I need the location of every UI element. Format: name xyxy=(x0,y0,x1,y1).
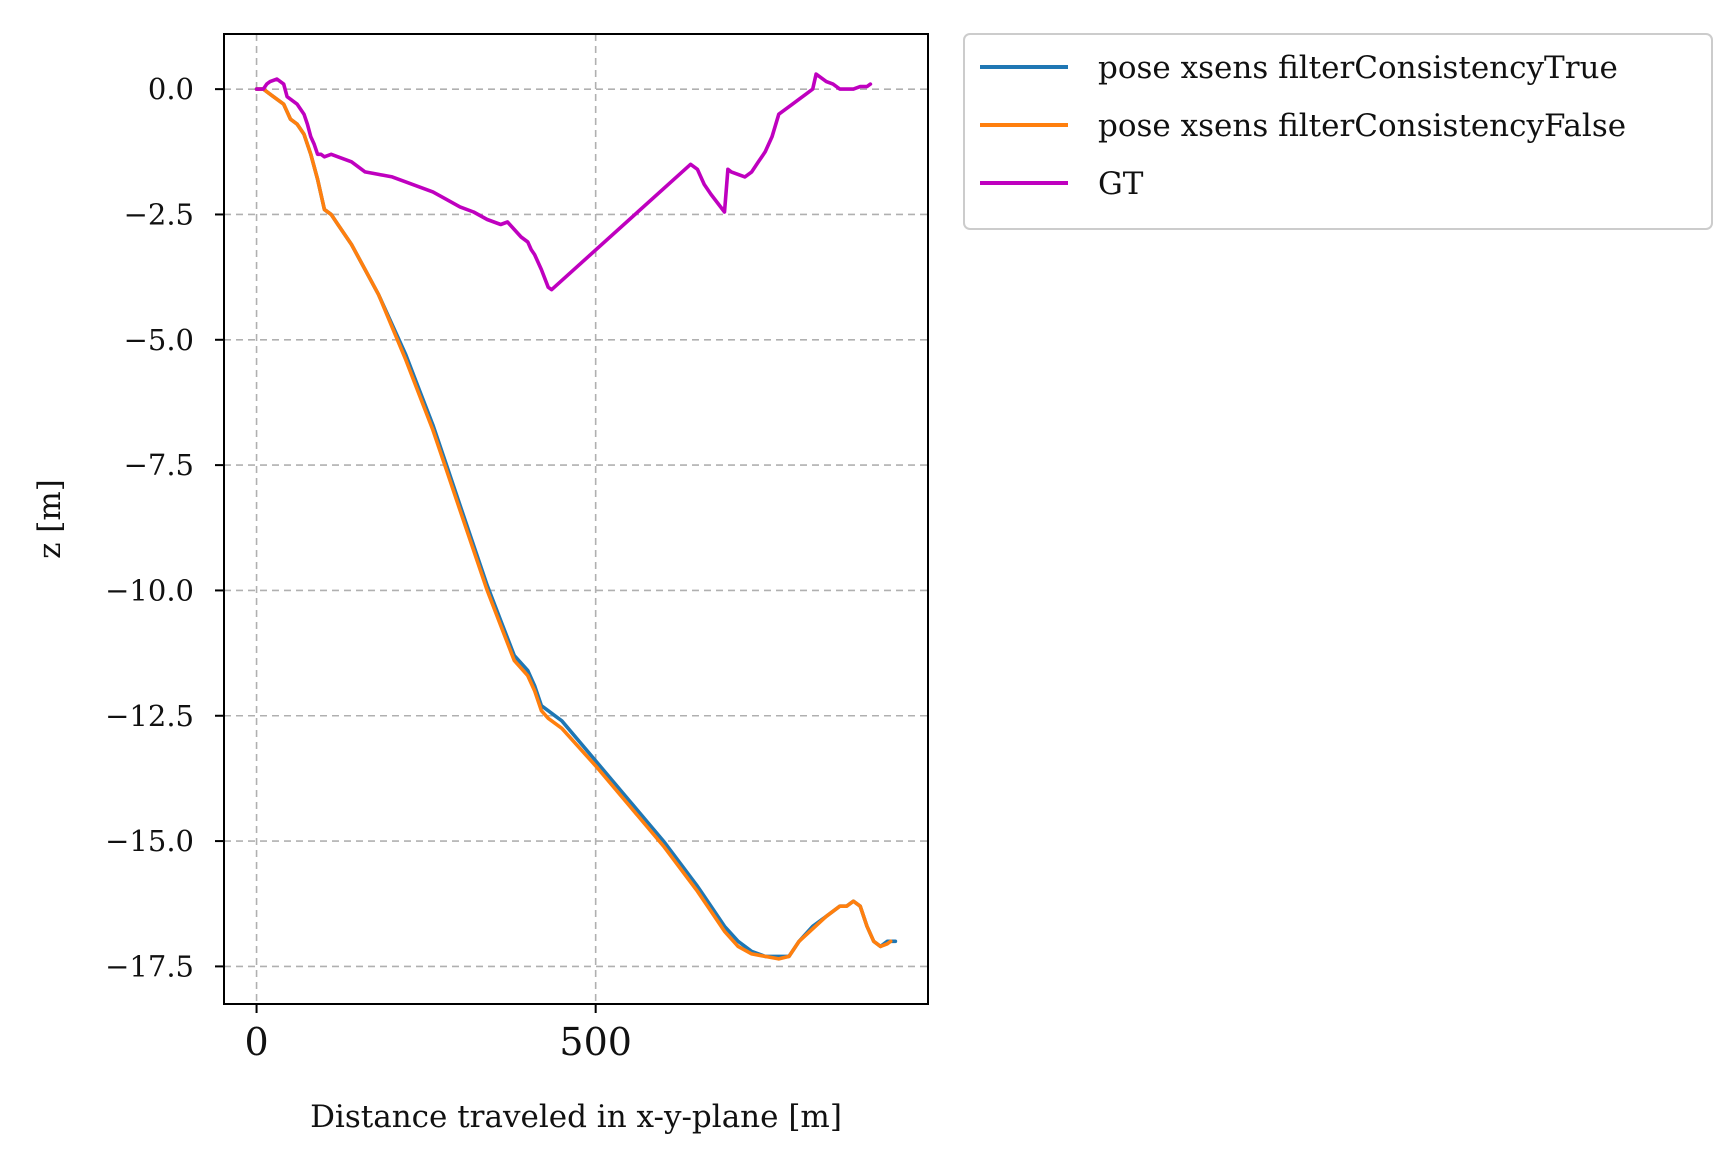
y-tick-label: −10.0 xyxy=(105,573,194,607)
y-tick-label: −15.0 xyxy=(105,824,194,858)
y-tick-label: 0.0 xyxy=(148,72,194,106)
y-tick-label: −17.5 xyxy=(105,949,194,983)
series-group xyxy=(254,72,898,961)
series-line-2 xyxy=(254,72,873,292)
legend-box xyxy=(963,33,1713,230)
y-axis-label: z [m] xyxy=(32,479,68,559)
series-line-1 xyxy=(254,87,893,961)
y-tick-label: −5.0 xyxy=(124,323,194,357)
plot-area-frame xyxy=(223,33,929,1005)
legend-label-0: pose xsens filterConsistencyTrue xyxy=(1098,50,1618,86)
grid xyxy=(224,34,928,1004)
x-tick-label: 500 xyxy=(559,1020,632,1064)
x-tick-label: 0 xyxy=(244,1020,268,1064)
x-axis-label: Distance traveled in x-y-plane [m] xyxy=(310,1099,842,1135)
y-tick-label: −7.5 xyxy=(124,448,194,482)
axis-ticks: 0 500 0.0 −2.5 −5.0 −7.5 −10.0 −12.5 −15.0 −17.5 xyxy=(105,72,632,1064)
legend-label-1: pose xsens filterConsistencyFalse xyxy=(1098,108,1626,144)
legend-label-2: GT xyxy=(1098,166,1144,202)
legend: pose xsens filterConsistencyTrue pose xse… xyxy=(963,33,1713,230)
y-tick-label: −12.5 xyxy=(105,699,194,733)
y-tick-label: −2.5 xyxy=(124,197,194,231)
